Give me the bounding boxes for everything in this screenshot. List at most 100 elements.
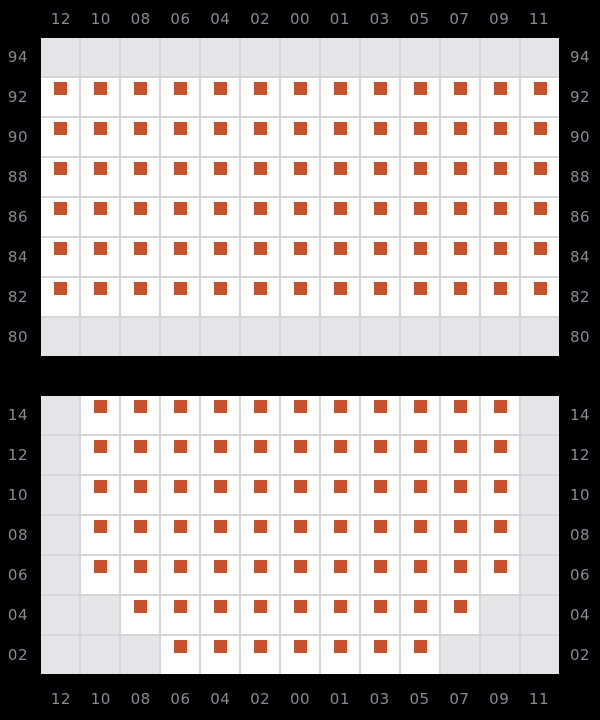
column-label: 03 bbox=[369, 690, 390, 708]
heatmap-cell-empty bbox=[281, 318, 319, 356]
heatmap-cell-marked bbox=[281, 596, 319, 634]
orange-square-mark bbox=[413, 202, 427, 215]
orange-square-mark bbox=[373, 560, 387, 573]
orange-square-mark bbox=[453, 560, 467, 573]
column-label: 05 bbox=[409, 10, 430, 28]
row-label: 14 bbox=[7, 406, 28, 424]
heatmap-cell-marked bbox=[241, 198, 279, 236]
heatmap-cell-empty bbox=[321, 38, 359, 76]
heatmap-cell-empty bbox=[41, 396, 79, 434]
orange-square-mark bbox=[373, 122, 387, 135]
orange-square-mark bbox=[133, 282, 147, 295]
orange-square-mark bbox=[453, 520, 467, 533]
row-label: 92 bbox=[570, 88, 591, 106]
cell-grid bbox=[41, 38, 559, 356]
orange-square-mark bbox=[333, 282, 347, 295]
orange-square-mark bbox=[373, 162, 387, 175]
heatmap-cell-marked bbox=[81, 158, 119, 196]
heatmap-cell-marked bbox=[401, 476, 439, 514]
row-axis-labels-left: 14 12 10 08 06 04 02 bbox=[0, 396, 41, 674]
heatmap-cell-marked bbox=[361, 516, 399, 554]
heatmap-cell-marked bbox=[241, 516, 279, 554]
heatmap-cell-marked bbox=[401, 238, 439, 276]
heatmap-cell-marked bbox=[241, 278, 279, 316]
heatmap-cell-marked bbox=[481, 278, 519, 316]
row-label: 84 bbox=[570, 248, 591, 266]
orange-square-mark bbox=[173, 560, 187, 573]
heatmap-cell-marked bbox=[81, 78, 119, 116]
orange-square-mark bbox=[333, 600, 347, 613]
orange-square-mark bbox=[333, 520, 347, 533]
heatmap-cell-marked bbox=[361, 198, 399, 236]
heatmap-cell-marked bbox=[161, 158, 199, 196]
heatmap-cell-marked bbox=[121, 556, 159, 594]
column-label: 04 bbox=[210, 690, 231, 708]
heatmap-cell-marked bbox=[281, 278, 319, 316]
heatmap-cell-marked bbox=[81, 198, 119, 236]
heatmap-cell-marked bbox=[521, 118, 559, 156]
heatmap-cell-empty bbox=[521, 318, 559, 356]
heatmap-cell-marked bbox=[81, 556, 119, 594]
heatmap-cell-marked bbox=[481, 238, 519, 276]
orange-square-mark bbox=[213, 282, 227, 295]
orange-square-mark bbox=[453, 162, 467, 175]
orange-square-mark bbox=[493, 400, 507, 413]
orange-square-mark bbox=[373, 400, 387, 413]
orange-square-mark bbox=[213, 440, 227, 453]
heatmap-cell-empty bbox=[81, 38, 119, 76]
heatmap-cell-empty bbox=[241, 318, 279, 356]
heatmap-cell-marked bbox=[281, 516, 319, 554]
orange-square-mark bbox=[53, 242, 67, 255]
heatmap-cell-marked bbox=[321, 198, 359, 236]
orange-square-mark bbox=[373, 282, 387, 295]
orange-square-mark bbox=[453, 600, 467, 613]
orange-square-mark bbox=[293, 202, 307, 215]
orange-square-mark bbox=[293, 162, 307, 175]
row-axis-labels-right: 14 12 10 08 06 04 02 bbox=[559, 396, 600, 674]
heatmap-cell-marked bbox=[281, 238, 319, 276]
orange-square-mark bbox=[333, 122, 347, 135]
heatmap-cell-marked bbox=[441, 396, 479, 434]
orange-square-mark bbox=[213, 640, 227, 653]
orange-square-mark bbox=[213, 560, 227, 573]
column-axis-labels-bottom: 12 10 08 06 04 02 00 01 03 05 07 09 11 bbox=[41, 680, 559, 718]
heatmap-cell-marked bbox=[201, 198, 239, 236]
heatmap-cell-marked bbox=[81, 436, 119, 474]
orange-square-mark bbox=[93, 400, 107, 413]
heatmap-cell-marked bbox=[201, 158, 239, 196]
orange-square-mark bbox=[413, 400, 427, 413]
orange-square-mark bbox=[373, 440, 387, 453]
heatmap-cell-marked bbox=[121, 596, 159, 634]
orange-square-mark bbox=[413, 520, 427, 533]
column-label: 04 bbox=[210, 10, 231, 28]
orange-square-mark bbox=[333, 242, 347, 255]
orange-square-mark bbox=[333, 82, 347, 95]
orange-square-mark bbox=[93, 560, 107, 573]
heatmap-cell-marked bbox=[401, 396, 439, 434]
row-label: 82 bbox=[570, 288, 591, 306]
heatmap-cell-marked bbox=[241, 396, 279, 434]
orange-square-mark bbox=[413, 480, 427, 493]
row-label: 94 bbox=[570, 48, 591, 66]
column-label: 12 bbox=[50, 690, 71, 708]
heatmap-cell-empty bbox=[41, 556, 79, 594]
heatmap-cell-marked bbox=[161, 118, 199, 156]
row-label: 10 bbox=[7, 486, 28, 504]
orange-square-mark bbox=[373, 242, 387, 255]
orange-square-mark bbox=[133, 242, 147, 255]
heatmap-cell-empty bbox=[161, 38, 199, 76]
heatmap-cell-marked bbox=[441, 238, 479, 276]
column-label: 07 bbox=[449, 10, 470, 28]
orange-square-mark bbox=[133, 600, 147, 613]
orange-square-mark bbox=[453, 480, 467, 493]
column-label: 02 bbox=[250, 690, 271, 708]
orange-square-mark bbox=[93, 480, 107, 493]
orange-square-mark bbox=[213, 520, 227, 533]
heatmap-cell-marked bbox=[281, 396, 319, 434]
row-label: 08 bbox=[570, 526, 591, 544]
orange-square-mark bbox=[53, 202, 67, 215]
orange-square-mark bbox=[373, 82, 387, 95]
orange-square-mark bbox=[533, 202, 547, 215]
heatmap-cell-marked bbox=[121, 238, 159, 276]
orange-square-mark bbox=[533, 162, 547, 175]
